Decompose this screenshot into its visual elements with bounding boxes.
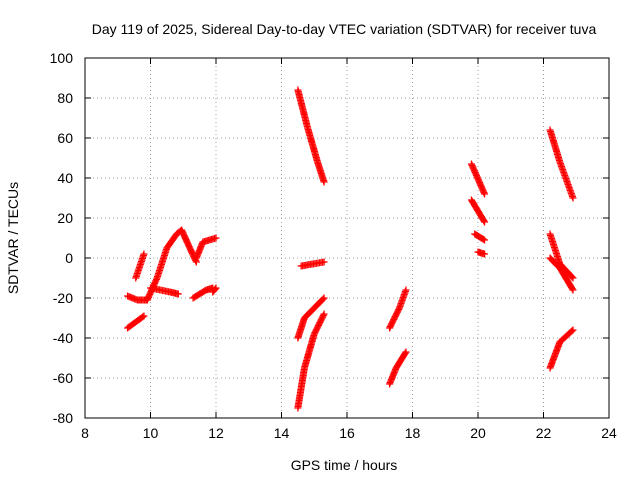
series-j (297, 258, 328, 270)
data-point (174, 290, 182, 298)
series-s (546, 126, 577, 202)
series-g (192, 234, 220, 262)
data-point (402, 348, 410, 356)
y-tick-label: 60 (57, 130, 73, 146)
series-i (294, 86, 328, 186)
data-point (212, 234, 220, 242)
data-point (320, 310, 328, 318)
data-point (401, 349, 409, 357)
data-point (569, 286, 577, 294)
data-point (212, 284, 220, 292)
series-v (546, 326, 577, 372)
x-tick-label: 18 (405, 425, 421, 441)
data-point (569, 326, 577, 334)
data-point (569, 274, 577, 282)
data-point (481, 250, 489, 258)
series-c (132, 250, 148, 282)
x-tick-label: 12 (208, 425, 224, 441)
series-u (546, 254, 577, 294)
series-n (386, 348, 410, 388)
data-point (319, 311, 327, 319)
y-tick-label: -20 (53, 290, 73, 306)
x-tick-label: 20 (470, 425, 486, 441)
data-point (402, 286, 410, 294)
data-point (320, 294, 328, 302)
y-tick-label: 100 (50, 50, 74, 66)
data-point (568, 273, 576, 281)
data-point (479, 235, 487, 243)
data-point (140, 312, 148, 320)
y-tick-label: 0 (65, 250, 73, 266)
data-point (481, 236, 489, 244)
axis-ticks: 8 10 12 14 16 18 20 22 24 -80 -60 -40 -20 0 20 40 60 80 10… (50, 50, 617, 441)
y-tick-label: 40 (57, 170, 73, 186)
data-point (568, 327, 576, 335)
data-point (319, 295, 327, 303)
y-tick-label: 80 (57, 90, 73, 106)
x-tick-label: 22 (536, 425, 552, 441)
series-l (294, 310, 328, 412)
data-point (320, 258, 328, 266)
series-m (386, 286, 410, 332)
data-point (481, 218, 489, 226)
series-h (209, 284, 220, 296)
data-point (140, 250, 148, 258)
data-points (124, 86, 577, 412)
y-tick-label: -80 (53, 410, 73, 426)
series-k (294, 294, 328, 342)
y-tick-label: -40 (53, 330, 73, 346)
series-o (467, 160, 489, 198)
series-t (546, 230, 577, 282)
series-e (143, 226, 200, 304)
x-tick-label: 14 (274, 425, 290, 441)
data-point (139, 313, 147, 321)
y-tick-label: 20 (57, 210, 73, 226)
series-r (474, 248, 489, 258)
data-point (569, 194, 577, 202)
series-q (471, 230, 489, 244)
x-tick-label: 16 (339, 425, 355, 441)
x-tick-label: 10 (143, 425, 159, 441)
data-point (320, 178, 328, 186)
data-point (568, 285, 576, 293)
grid (85, 58, 609, 418)
x-tick-label: 8 (81, 425, 89, 441)
series-a (124, 312, 148, 332)
y-axis-label: SDTVAR / TECUs (5, 182, 21, 294)
series-f (189, 284, 217, 302)
data-point (480, 217, 488, 225)
data-point (211, 285, 219, 293)
x-axis-label: GPS time / hours (291, 457, 398, 473)
series-p (467, 196, 489, 226)
data-point (481, 190, 489, 198)
chart-title: Day 119 of 2025, Sidereal Day-to-day VTE… (92, 21, 597, 37)
x-tick-label: 24 (601, 425, 617, 441)
y-tick-label: -60 (53, 370, 73, 386)
